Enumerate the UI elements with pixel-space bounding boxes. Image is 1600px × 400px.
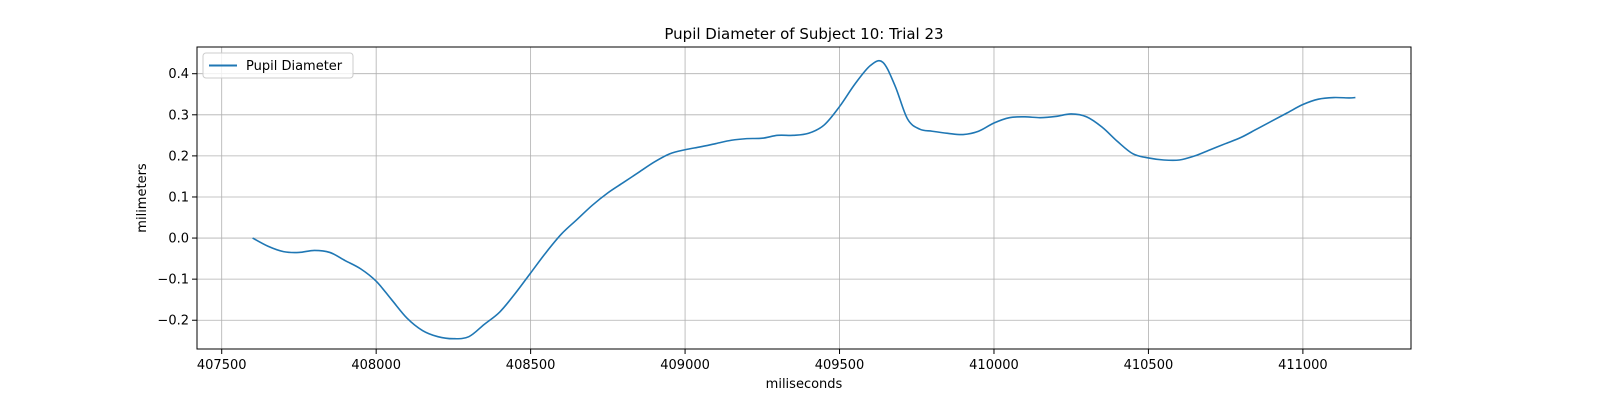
x-tick-label: 410000 bbox=[969, 358, 1019, 373]
chart-title: Pupil Diameter of Subject 10: Trial 23 bbox=[664, 25, 943, 43]
x-axis-label: miliseconds bbox=[766, 377, 843, 392]
series-line-pupil-diameter bbox=[252, 59, 1356, 340]
legend-box bbox=[202, 52, 354, 79]
y-tick-label: 0.2 bbox=[168, 149, 189, 164]
x-tick-label: 409000 bbox=[660, 358, 710, 373]
y-tick-label: −0.1 bbox=[157, 273, 189, 288]
y-axis-ticks: −0.2 −0.1 0.0 0.1 0.2 0.3 0.4 bbox=[157, 67, 197, 329]
legend: Pupil Diameter bbox=[202, 52, 354, 79]
x-tick-label: 407500 bbox=[197, 358, 247, 373]
grid bbox=[197, 47, 1411, 349]
y-tick-label: −0.2 bbox=[157, 314, 189, 329]
x-tick-label: 408500 bbox=[506, 358, 556, 373]
y-tick-label: 0.3 bbox=[168, 108, 189, 123]
y-tick-label: 0.0 bbox=[168, 232, 189, 247]
x-tick-label: 410500 bbox=[1124, 358, 1174, 373]
y-tick-label: 0.1 bbox=[168, 190, 189, 205]
x-tick-label: 411000 bbox=[1278, 358, 1328, 373]
x-tick-label: 408000 bbox=[351, 358, 401, 373]
x-tick-label: 409500 bbox=[815, 358, 865, 373]
y-axis-label: milimeters bbox=[135, 163, 150, 233]
y-tick-label: 0.4 bbox=[168, 67, 189, 82]
x-axis-ticks: 407500 408000 408500 409000 409500 410000 4105… bbox=[197, 349, 1328, 373]
series-layer bbox=[252, 59, 1356, 340]
plot-frame bbox=[196, 46, 1412, 350]
legend-label: Pupil Diameter bbox=[246, 59, 343, 74]
